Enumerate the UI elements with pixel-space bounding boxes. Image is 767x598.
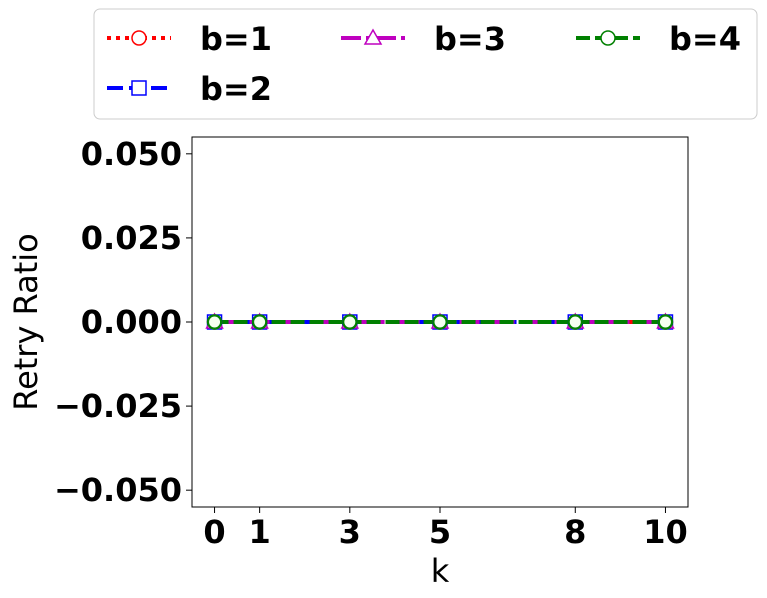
legend-marker bbox=[131, 30, 147, 46]
plot-area bbox=[191, 136, 689, 508]
y-tick-label: 0.000 bbox=[81, 303, 182, 341]
x-tick-label: 5 bbox=[429, 513, 451, 551]
x-tick-label: 10 bbox=[643, 513, 688, 551]
data-point bbox=[343, 315, 357, 329]
y-axis-label: Retry Ratio bbox=[7, 233, 45, 410]
data-point bbox=[208, 315, 222, 329]
data-point bbox=[433, 315, 447, 329]
legend-label: b=1 bbox=[200, 20, 272, 58]
marker-overlay bbox=[208, 315, 672, 329]
legend-marker bbox=[131, 80, 147, 96]
legend-label: b=4 bbox=[669, 20, 741, 58]
legend-marker bbox=[600, 30, 616, 46]
legend-marker bbox=[363, 28, 383, 45]
legend: b=1 b=2 b=3 b=4 bbox=[93, 8, 758, 120]
y-tick-label: 0.025 bbox=[81, 219, 182, 257]
x-axis-label: k bbox=[431, 552, 450, 590]
x-tick-label: 1 bbox=[249, 513, 271, 551]
x-tick-label: 8 bbox=[564, 513, 586, 551]
legend-entry-2: b=2 bbox=[107, 70, 272, 108]
x-tick-label: 0 bbox=[203, 513, 225, 551]
legend-label: b=3 bbox=[434, 20, 506, 58]
y-axis-ticks: 0.050 0.025 0.000 −0.025 −0.050 bbox=[54, 135, 192, 509]
data-point bbox=[253, 315, 267, 329]
data-point bbox=[568, 315, 582, 329]
legend-entry-4: b=4 bbox=[576, 20, 741, 58]
x-axis-ticks: 0 1 3 5 8 10 bbox=[203, 507, 688, 551]
legend-entry-1: b=1 bbox=[107, 20, 272, 58]
legend-label: b=2 bbox=[200, 70, 272, 108]
y-tick-label: 0.050 bbox=[81, 135, 182, 173]
legend-entry-3: b=3 bbox=[341, 20, 506, 58]
data-point bbox=[658, 315, 672, 329]
y-tick-label: −0.025 bbox=[54, 387, 182, 425]
legend-box bbox=[93, 8, 758, 120]
x-tick-label: 3 bbox=[339, 513, 361, 551]
y-tick-label: −0.050 bbox=[54, 471, 182, 509]
